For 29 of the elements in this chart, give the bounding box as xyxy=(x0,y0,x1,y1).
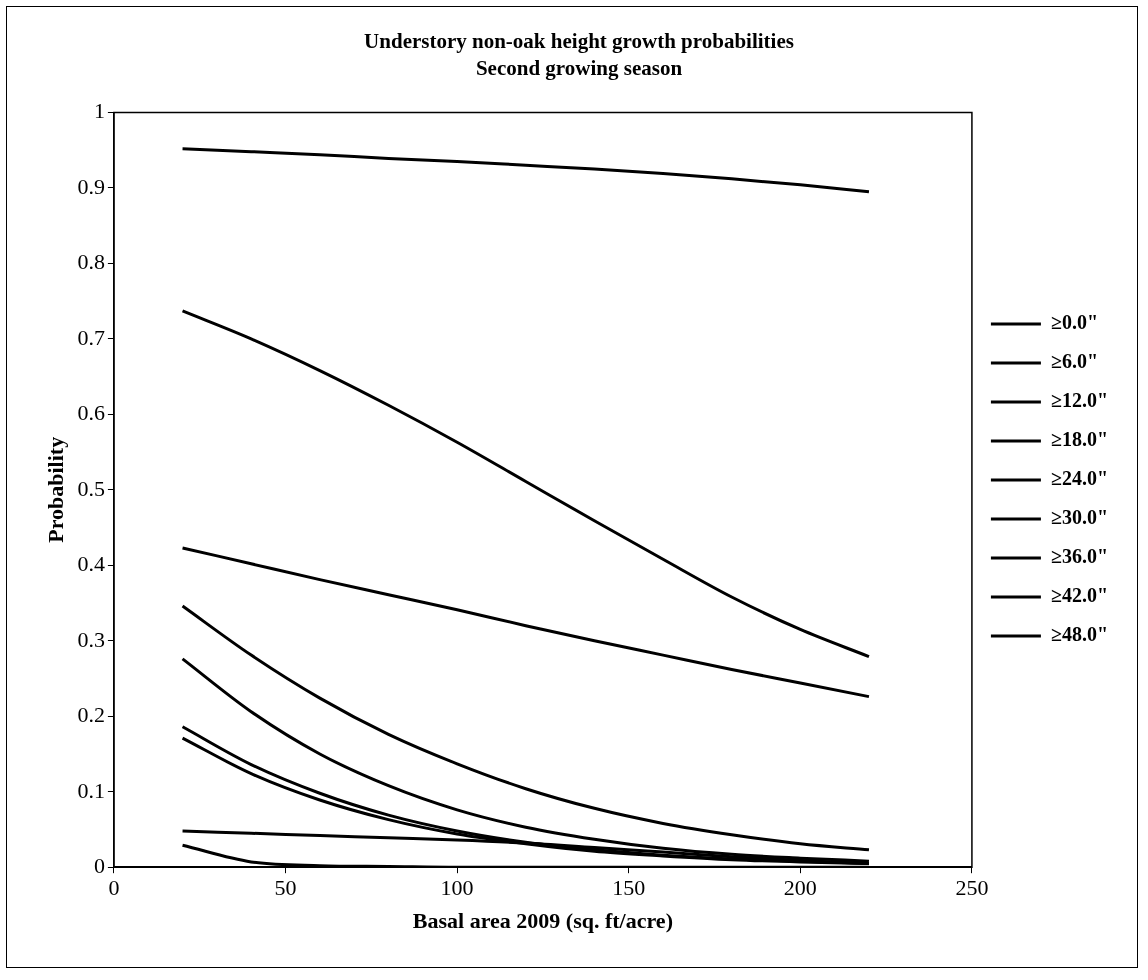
legend-label: ≥36.0" xyxy=(1050,545,1109,568)
x-tick-label: 100 xyxy=(440,875,474,901)
legend-label: ≥6.0" xyxy=(1050,350,1099,373)
y-tick-label: 0.6 xyxy=(77,400,105,426)
legend-label: ≥18.0" xyxy=(1050,428,1109,451)
x-tick-label: 50 xyxy=(274,875,297,901)
y-tick-label: 0.5 xyxy=(77,475,105,501)
x-tick-label: 150 xyxy=(612,875,646,901)
chart-subtitle: Second growing season xyxy=(475,56,683,81)
y-tick-label: 1 xyxy=(93,98,105,124)
y-tick-label: 0.7 xyxy=(77,324,105,350)
chart-title: Understory non-oak height growth probabilities xyxy=(364,29,794,54)
y-tick-label: 0.9 xyxy=(77,173,105,199)
y-tick-label: 0.2 xyxy=(77,702,105,728)
legend-label: ≥24.0" xyxy=(1050,467,1109,490)
y-tick-label: 0 xyxy=(93,852,105,878)
y-tick-label: 0.1 xyxy=(77,777,105,803)
legend-label: ≥0.0" xyxy=(1050,311,1099,334)
y-tick-label: 0.4 xyxy=(77,551,105,577)
x-tick-label: 200 xyxy=(783,875,817,901)
y-tick-label: 0.3 xyxy=(77,626,105,652)
legend-label: ≥42.0" xyxy=(1050,584,1109,607)
y-axis-title: Probability xyxy=(42,436,68,543)
legend-label: ≥30.0" xyxy=(1050,506,1109,529)
y-tick-label: 0.8 xyxy=(77,249,105,275)
x-axis-title: Basal area 2009 (sq. ft/acre) xyxy=(412,908,673,934)
legend-label: ≥12.0" xyxy=(1050,389,1109,412)
legend-label: ≥48.0" xyxy=(1050,623,1109,646)
x-tick-label: 250 xyxy=(955,875,989,901)
